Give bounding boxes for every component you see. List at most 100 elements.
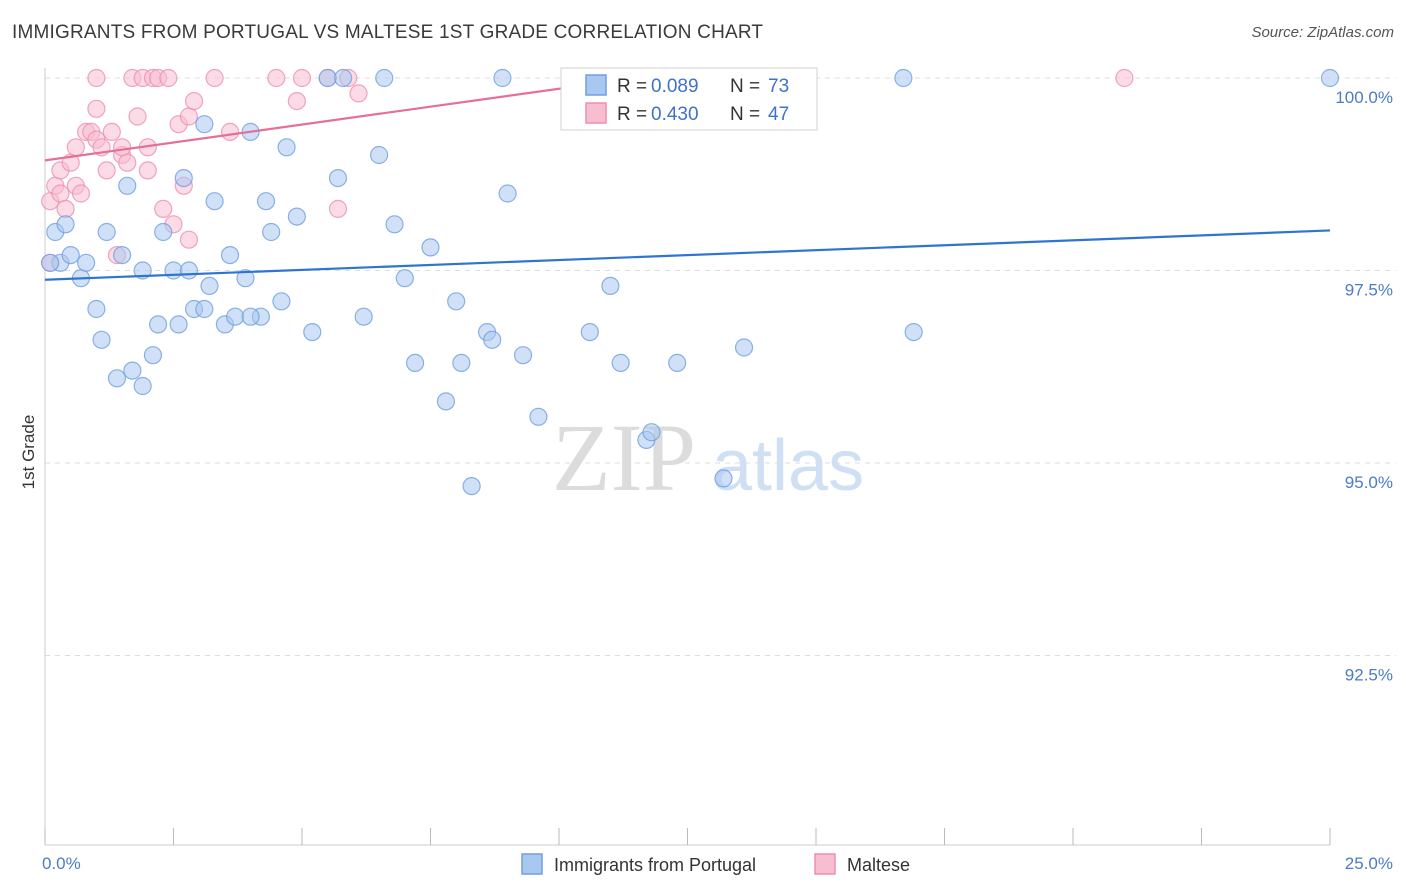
y-tick-label: 100.0% <box>1335 88 1393 107</box>
maltese-point <box>287 91 306 111</box>
portugal-trend-line <box>44 229 1331 281</box>
trend-lines <box>44 76 1331 281</box>
y-tick-label: 92.5% <box>1345 666 1393 685</box>
maltese-point <box>51 184 70 203</box>
y-axis-label: 1st Grade <box>19 415 38 490</box>
portugal-point <box>498 184 517 203</box>
portugal-point <box>169 315 188 334</box>
x-tick-label: 0.0% <box>42 854 81 873</box>
watermark: ZIP atlas <box>552 404 864 511</box>
portugal-point <box>385 215 404 234</box>
portugal-point <box>143 346 163 365</box>
portugal-point <box>580 323 599 342</box>
portugal-point <box>513 346 533 365</box>
y-tick-labels: 100.0% 97.5% 95.0% 92.5% <box>1335 88 1393 685</box>
y-tick-label: 95.0% <box>1345 473 1393 492</box>
maltese-point <box>292 68 312 88</box>
source-credit: Source: ZipAtlas.com <box>1251 24 1394 41</box>
maltese-point <box>71 184 91 203</box>
portugal-point <box>112 246 132 265</box>
legend-label-portugal: Immigrants from Portugal <box>554 855 756 875</box>
maltese-point <box>159 68 178 88</box>
portugal-point <box>262 222 281 242</box>
portugal-point <box>41 253 60 272</box>
portugal-point <box>375 68 394 88</box>
maltese-point <box>154 199 173 218</box>
portugal-point <box>714 469 733 488</box>
portugal-point <box>118 176 137 195</box>
stats-r-label-maltese: R = <box>617 104 647 125</box>
portugal-point <box>205 192 224 211</box>
portugal-point <box>97 222 116 242</box>
portugal-point <box>668 353 687 372</box>
watermark-zip: ZIP <box>552 404 696 511</box>
maltese-point <box>102 122 121 141</box>
maltese-point <box>184 91 204 111</box>
stats-swatch-maltese <box>585 102 607 124</box>
portugal-point <box>493 68 512 88</box>
portugal-point <box>226 307 245 326</box>
portugal-point <box>133 376 152 396</box>
maltese-point <box>138 161 157 180</box>
maltese-point <box>87 68 106 88</box>
portugal-point <box>405 353 425 372</box>
stats-n-label-portugal: N = <box>730 76 760 97</box>
portugal-point <box>61 246 80 265</box>
portugal-point <box>452 353 471 372</box>
maltese-point <box>267 68 286 88</box>
portugal-point <box>734 338 754 357</box>
portugal-point <box>287 207 306 226</box>
portugal-point <box>483 330 502 349</box>
portugal-point <box>148 315 168 334</box>
maltese-point <box>118 153 137 172</box>
portugal-point <box>642 423 661 442</box>
portugal-point <box>56 215 75 234</box>
portugal-point <box>154 222 173 242</box>
maltese-point <box>205 68 224 88</box>
portugal-point <box>354 307 373 326</box>
watermark-atlas: atlas <box>712 426 864 506</box>
maltese-point <box>112 138 132 157</box>
portugal-point <box>395 269 414 288</box>
portugal-point <box>236 269 255 288</box>
portugal-point <box>174 169 193 188</box>
portugal-point <box>334 68 353 88</box>
gridlines <box>45 77 1396 656</box>
maltese-point <box>56 199 75 218</box>
portugal-point <box>529 407 548 426</box>
portugal-point <box>303 323 322 342</box>
maltese-point <box>128 107 147 126</box>
maltese-point <box>97 161 116 180</box>
stats-n-label-maltese: N = <box>730 104 760 125</box>
portugal-point <box>164 261 183 280</box>
portugal-point <box>370 145 389 165</box>
portugal-point <box>894 68 913 88</box>
stats-r-label-portugal: R = <box>617 76 647 97</box>
legend: Immigrants from Portugal Maltese <box>521 853 910 875</box>
maltese-point <box>179 107 199 126</box>
maltese-point <box>328 199 348 218</box>
x-tick-label: 25.0% <box>1345 854 1393 873</box>
portugal-point <box>241 307 260 326</box>
portugal-point <box>200 276 219 295</box>
portugal-point <box>220 246 240 265</box>
portugal-point <box>195 115 214 134</box>
portugal-point <box>904 323 923 342</box>
portugal-point <box>195 299 214 319</box>
legend-swatch-maltese <box>814 853 836 875</box>
maltese-point <box>349 84 368 103</box>
portugal-point <box>272 292 291 311</box>
portugal-point <box>611 353 630 372</box>
portugal-point <box>328 169 348 188</box>
portugal-points <box>41 68 1340 496</box>
chart-title: IMMIGRANTS FROM PORTUGAL VS MALTESE 1ST … <box>12 22 764 43</box>
portugal-point <box>77 253 96 272</box>
portugal-point <box>421 238 440 257</box>
portugal-point <box>318 68 337 88</box>
portugal-point <box>462 477 481 496</box>
maltese-point <box>220 122 240 141</box>
x-tick-labels: 0.0% 25.0% <box>42 854 1393 873</box>
portugal-point <box>1320 68 1340 88</box>
portugal-point <box>123 361 142 380</box>
